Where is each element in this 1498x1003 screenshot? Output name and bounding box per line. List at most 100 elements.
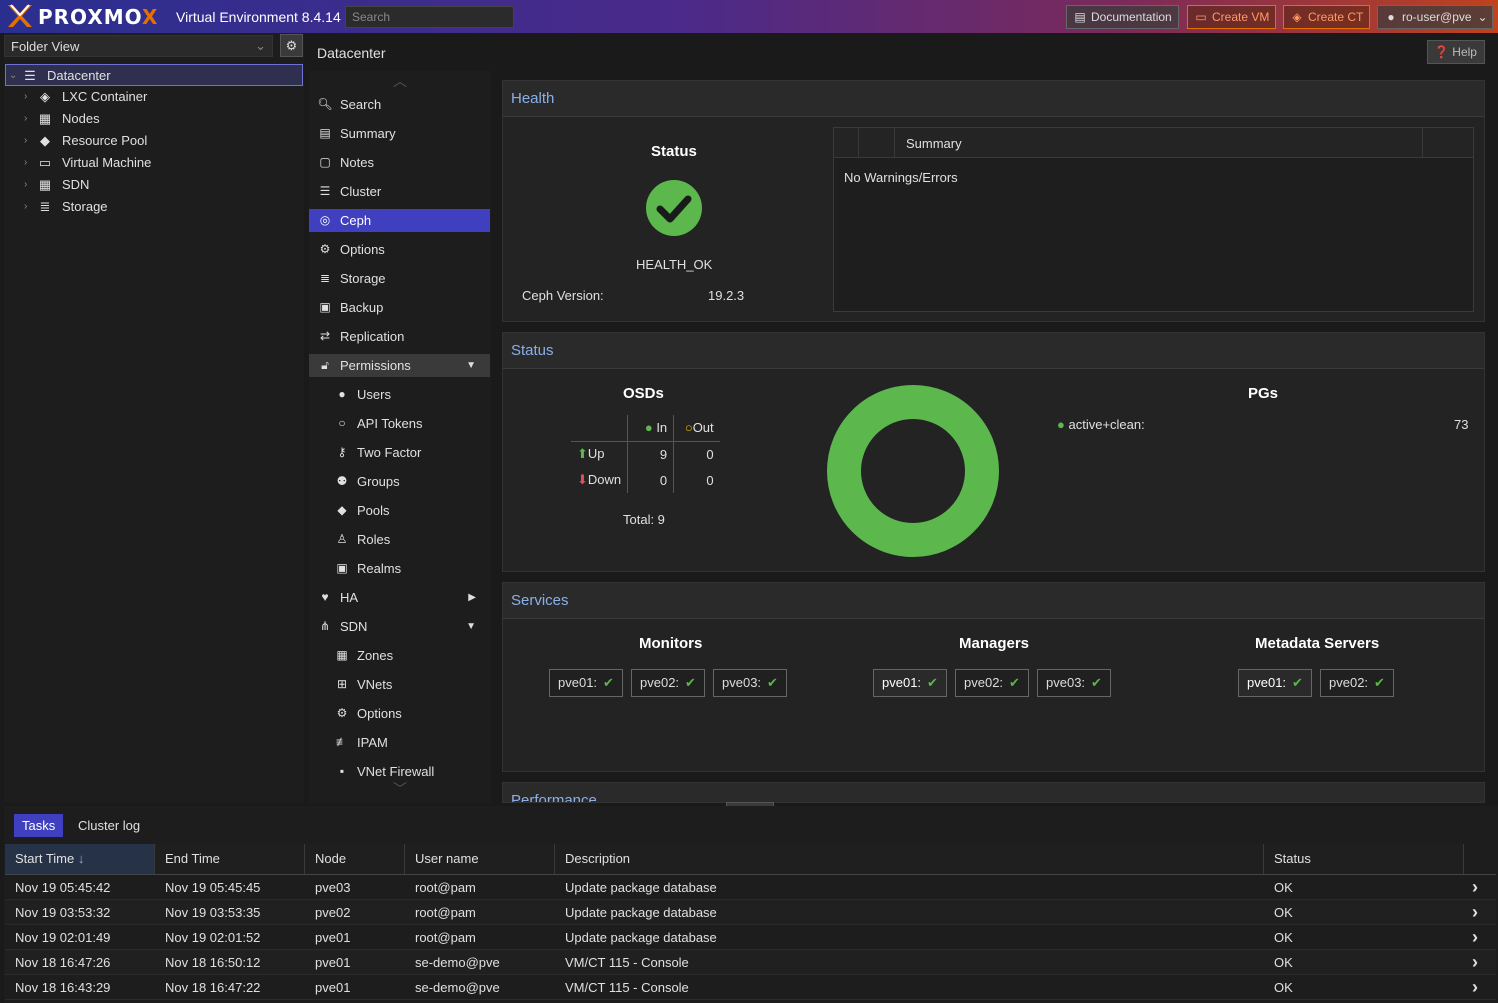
table-cell: Update package database xyxy=(565,930,717,945)
mds-service-pve02[interactable]: pve02: ✔ xyxy=(1320,669,1394,697)
caret-right-icon[interactable]: ▶ xyxy=(468,592,476,603)
nav-item-vnet-firewall[interactable]: ▪ VNet Firewall xyxy=(309,760,490,783)
chevron-right-icon[interactable]: › xyxy=(24,91,28,102)
nav-item-users[interactable]: ● Users xyxy=(309,383,490,406)
tree-item-sdn[interactable]: › ▦ SDN xyxy=(5,174,303,196)
grid-icon: ▦ xyxy=(336,648,348,662)
nav-item-search[interactable]: 🔍︎ Search xyxy=(309,93,490,116)
managers-service-pve02[interactable]: pve02: ✔ xyxy=(955,669,1029,697)
tree-item-datacenter[interactable]: ⌄ ☰ Datacenter xyxy=(5,64,303,86)
nav-item-options[interactable]: ⚙ Options xyxy=(309,702,490,725)
check-icon: ✔ xyxy=(767,675,778,690)
table-cell: OK xyxy=(1274,980,1293,995)
column-header-status[interactable]: Status xyxy=(1264,844,1464,874)
chevron-right-icon[interactable]: › xyxy=(24,179,28,190)
tree-item-resource-pool[interactable]: › ◆ Resource Pool xyxy=(5,130,303,152)
nav-item-notes[interactable]: ▢ Notes xyxy=(309,151,490,174)
table-row[interactable]: Nov 18 16:43:29 Nov 18 16:47:22 pve01 se-de… xyxy=(5,975,1496,1000)
nav-item-storage[interactable]: ≣ Storage xyxy=(309,267,490,290)
nav-item-replication[interactable]: ⇄ Replication xyxy=(309,325,490,348)
chevron-down-icon: ⌄ xyxy=(1477,10,1488,24)
nav-item-ceph[interactable]: ◎ Ceph xyxy=(309,209,490,232)
nav-item-cluster[interactable]: ☰ Cluster xyxy=(309,180,490,203)
ceph-version-value: 19.2.3 xyxy=(708,288,745,303)
table-cell: pve01 xyxy=(315,980,351,995)
chevron-right-icon[interactable]: › xyxy=(24,157,28,168)
monitors-service-pve02[interactable]: pve02: ✔ xyxy=(631,669,705,697)
table-row[interactable]: Nov 19 05:45:42 Nov 19 05:45:45 pve03 root@… xyxy=(5,875,1496,900)
tree-item-virtual-machine[interactable]: › ▭ Virtual Machine xyxy=(5,152,303,174)
search-input[interactable]: Search xyxy=(345,6,514,28)
check-icon: ✔ xyxy=(603,675,614,690)
page-title: Datacenter xyxy=(317,45,386,61)
database-icon: ≣ xyxy=(39,199,51,214)
mds-service-pve01[interactable]: pve01: ✔ xyxy=(1238,669,1312,697)
managers-service-pve01[interactable]: pve01: ✔ xyxy=(873,669,947,697)
floppy-icon: ▣ xyxy=(319,300,331,314)
chevron-down-icon[interactable]: ⌄ xyxy=(9,70,18,81)
nav-item-api-tokens[interactable]: ○ API Tokens xyxy=(309,412,490,435)
caret-down-icon[interactable]: ▼ xyxy=(466,621,476,632)
column-header-node[interactable]: Node xyxy=(305,844,405,874)
pg-donut-slice[interactable] xyxy=(827,385,999,557)
nav-item-sdn[interactable]: ⋔ SDN ▼ xyxy=(309,615,490,638)
scroll-up-icon[interactable]: ︿ xyxy=(393,73,407,89)
nav-item-ipam[interactable]: ≢ IPAM xyxy=(309,731,490,754)
summary-column-header[interactable]: Summary xyxy=(906,136,962,151)
pg-state-label: active+clean: xyxy=(1068,417,1145,432)
column-header-start-time[interactable]: Start Time ↓ xyxy=(5,844,155,874)
column-header-end-time[interactable]: End Time xyxy=(155,844,305,874)
caret-down-icon[interactable]: ▼ xyxy=(466,360,476,371)
table-row[interactable]: Nov 19 02:01:49 Nov 19 02:01:52 pve01 root@… xyxy=(5,925,1496,950)
ceph-version-label: Ceph Version: xyxy=(522,288,604,303)
nav-item-realms[interactable]: ▣ Realms xyxy=(309,557,490,580)
create-vm-button[interactable]: ▭ Create VM xyxy=(1187,5,1277,29)
chevron-right-icon[interactable]: › xyxy=(1472,902,1478,922)
user-menu-button[interactable]: ● ro-user@pve ⌄ xyxy=(1377,5,1493,29)
chevron-right-icon[interactable]: › xyxy=(1472,952,1478,972)
create-ct-button[interactable]: ◈ Create CT xyxy=(1283,5,1371,29)
chevron-right-icon[interactable]: › xyxy=(1472,877,1478,897)
nav-item-vnets[interactable]: ⊞ VNets xyxy=(309,673,490,696)
tree-settings-button[interactable]: ⚙ xyxy=(280,34,303,57)
documentation-button[interactable]: ▤ Documentation xyxy=(1066,5,1179,29)
table-row[interactable]: Nov 18 16:47:26 Nov 18 16:50:12 pve01 se-de… xyxy=(5,950,1496,975)
proxmox-logo-icon[interactable] xyxy=(6,3,34,29)
nav-item-summary[interactable]: ▤ Summary xyxy=(309,122,490,145)
monitors-service-pve03[interactable]: pve03: ✔ xyxy=(713,669,787,697)
brand-name: PROXMOX xyxy=(38,5,159,29)
nav-item-backup[interactable]: ▣ Backup xyxy=(309,296,490,319)
view-selector[interactable]: Folder View ⌄ xyxy=(4,35,273,57)
tab-cluster-log[interactable]: Cluster log xyxy=(78,818,141,833)
nav-item-permissions[interactable]: 🔓︎ Permissions ▼ xyxy=(309,354,490,377)
osd-down-out: 0 xyxy=(673,467,720,493)
table-cell: Nov 19 05:45:42 xyxy=(15,880,111,895)
table-row[interactable]: Nov 19 03:53:32 Nov 19 03:53:35 pve02 root@… xyxy=(5,900,1496,925)
nav-item-roles[interactable]: ♙ Roles xyxy=(309,528,490,551)
nav-item-options[interactable]: ⚙ Options xyxy=(309,238,490,261)
database-icon: ≣ xyxy=(319,271,331,285)
tab-tasks[interactable]: Tasks xyxy=(14,814,64,837)
chevron-right-icon[interactable]: › xyxy=(24,113,28,124)
nav-item-ha[interactable]: ♥ HA ▶ xyxy=(309,586,490,609)
scroll-down-icon[interactable]: ﹀ xyxy=(393,779,413,799)
nav-item-pools[interactable]: ◆ Pools xyxy=(309,499,490,522)
check-icon: ✔ xyxy=(685,675,696,690)
managers-service-pve03[interactable]: pve03: ✔ xyxy=(1037,669,1111,697)
tree-item-nodes[interactable]: › ▦ Nodes xyxy=(5,108,303,130)
chevron-right-icon[interactable]: › xyxy=(24,201,28,212)
chevron-right-icon[interactable]: › xyxy=(24,135,28,146)
tree-item-lxc-container[interactable]: › ◈ LXC Container xyxy=(5,86,303,108)
tree-item-storage[interactable]: › ≣ Storage xyxy=(5,196,303,218)
address-book-icon: ▣ xyxy=(336,561,348,575)
nav-item-zones[interactable]: ▦ Zones xyxy=(309,644,490,667)
help-button[interactable]: ❓ Help xyxy=(1427,40,1485,64)
osd-up-out: 0 xyxy=(673,441,720,467)
column-header-user-name[interactable]: User name xyxy=(405,844,555,874)
chevron-right-icon[interactable]: › xyxy=(1472,927,1478,947)
nav-item-groups[interactable]: ⚉ Groups xyxy=(309,470,490,493)
monitors-service-pve01[interactable]: pve01: ✔ xyxy=(549,669,623,697)
nav-item-two-factor[interactable]: ⚷ Two Factor xyxy=(309,441,490,464)
chevron-right-icon[interactable]: › xyxy=(1472,977,1478,997)
column-header-description[interactable]: Description xyxy=(555,844,1264,874)
